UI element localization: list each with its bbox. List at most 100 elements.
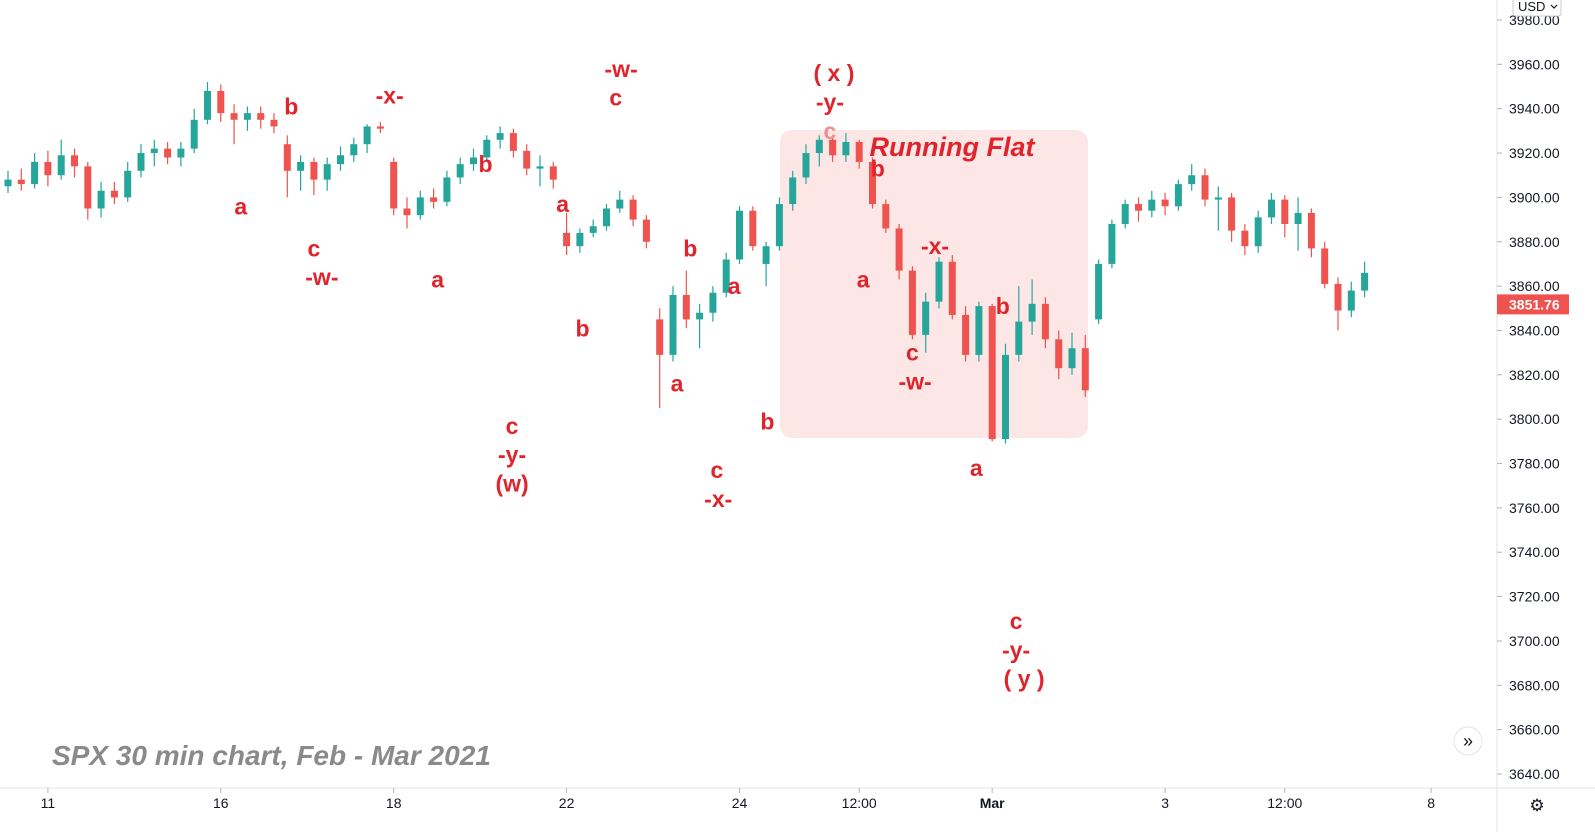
candle [869,157,876,209]
candle-body [443,177,451,202]
candle [1294,197,1302,251]
candle-body [855,141,863,162]
candle [802,144,810,185]
candle-body [549,166,557,180]
price-tick-label: 3640.00 [1509,766,1560,782]
time-tick-label: 3 [1161,795,1169,811]
candle [204,82,211,125]
candle [1095,259,1103,324]
candle [815,135,823,167]
candle [775,197,783,251]
candle [71,148,78,178]
wave-label-b2: b [478,151,492,177]
candle [975,301,983,362]
candle-body [603,208,610,227]
candle [57,139,65,180]
wave-label-b4: b [683,235,697,261]
candle [270,113,278,134]
candle [1148,190,1156,218]
gear-icon[interactable]: ⚙ [1529,796,1544,815]
wave-label-c2: c [506,413,519,439]
candle-body [563,232,571,247]
candle-body [1174,184,1182,207]
time-tick-label: 24 [732,795,748,811]
candle [376,122,384,134]
candle [1214,186,1222,231]
candle-body [310,161,318,180]
candle [1334,277,1342,331]
wave-label-c5: c [824,118,837,144]
candle [443,170,451,207]
candle-body [1055,339,1063,369]
candle-body [709,292,717,313]
candle [257,106,265,129]
candle [297,155,305,191]
candle-body [802,153,810,178]
candle-body [1214,197,1222,200]
candle [616,190,624,213]
price-tick-label: 3760.00 [1509,500,1560,516]
candle [962,306,970,362]
candle-body [536,166,544,169]
candle-body [31,161,39,185]
candle-body [483,139,491,158]
candle-body [1041,303,1049,340]
candle-body [1281,199,1289,225]
wave-label-a5: a [728,273,741,299]
candle-body [935,261,943,302]
scroll-to-realtime-button[interactable]: » [1453,726,1483,756]
candle [895,224,903,280]
candle-body [1028,303,1036,322]
candle-body [323,164,331,180]
running-flat-box [780,130,1088,438]
wave-label-b6: b [871,156,885,182]
candle [749,206,757,251]
candle [589,219,597,238]
candle-body [1321,248,1329,284]
candle-body [150,148,158,154]
candle [1121,199,1129,229]
candle-body [270,119,278,127]
price-tick-label: 3720.00 [1509,589,1560,605]
wave-label-y2: -y- [816,89,844,115]
candle [1347,281,1355,318]
candle-body [616,199,624,209]
time-tick-label: 8 [1427,795,1435,811]
candle [642,215,650,249]
candle-body [869,161,876,205]
candle [190,108,198,154]
candle [483,135,491,162]
price-tick-label: 3900.00 [1509,189,1560,205]
candle-body [177,148,185,158]
candle-body [842,141,850,156]
candle [789,170,797,211]
candle [1188,164,1196,191]
chart-caption: SPX 30 min chart, Feb - Mar 2021 [52,740,491,771]
candle-body [403,208,411,216]
candle [1081,334,1089,397]
candle-body [363,126,371,145]
candle [549,161,557,189]
candle [1361,261,1369,298]
candle-body [775,204,783,247]
time-axis[interactable]: 11 16 18 22 24 12:00 Mar 3 12:00 8 [41,788,1436,811]
candle [922,292,930,353]
candle [576,228,584,253]
candle-body [1135,204,1142,211]
candle-body [523,150,531,169]
candle-body [1002,354,1009,440]
currency-button[interactable]: USD [1512,0,1562,17]
candle-body [1361,272,1369,291]
time-tick-label: 12:00 [1267,795,1302,811]
candle-body [895,228,903,271]
price-tick-label: 3960.00 [1509,56,1560,72]
price-tick-label: 3780.00 [1509,456,1560,472]
candle [908,266,916,340]
candle [1268,192,1275,225]
candle [470,148,477,171]
candle-body [164,148,172,158]
candle [1041,297,1049,349]
candle-body [1148,199,1156,211]
time-tick-label: 18 [386,795,402,811]
